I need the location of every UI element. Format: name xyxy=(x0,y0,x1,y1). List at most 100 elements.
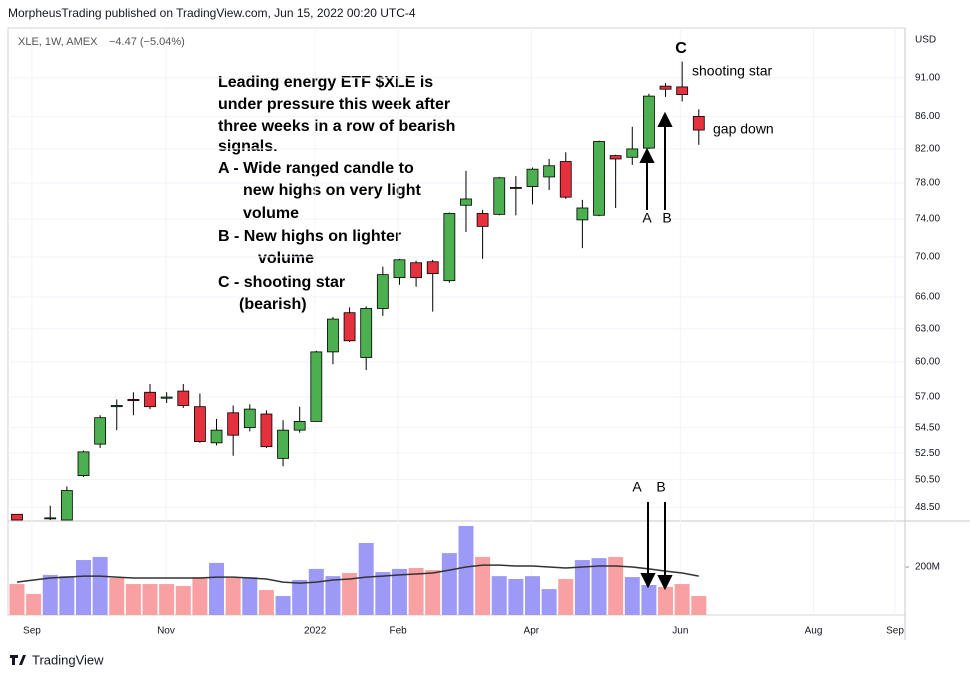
label-shooting-star: shooting star xyxy=(692,63,772,79)
volume-bar xyxy=(591,558,607,615)
candle-body xyxy=(110,405,123,408)
candle-body xyxy=(393,259,406,279)
candle-body xyxy=(277,429,289,459)
candle-body xyxy=(160,396,173,399)
x-tick-label: Nov xyxy=(157,626,175,637)
volume-bar xyxy=(209,562,225,615)
volume-bar xyxy=(92,556,108,615)
annotation: C - shooting star xyxy=(218,274,345,291)
volume-bar xyxy=(658,586,674,615)
candle-body xyxy=(127,399,140,402)
label-vol-b: B xyxy=(656,479,665,495)
volume-bar xyxy=(26,594,42,615)
volume-bar xyxy=(242,577,258,615)
y-tick-label: 66.00 xyxy=(915,292,940,303)
candle-body xyxy=(11,513,23,521)
volume-bar xyxy=(641,585,657,615)
volume-bar xyxy=(391,568,407,615)
volume-bar xyxy=(524,576,540,615)
label-vol-a: A xyxy=(632,479,642,495)
candle-body xyxy=(692,116,705,131)
candle-body xyxy=(460,198,472,206)
candle-body xyxy=(44,517,57,520)
candles xyxy=(11,61,705,521)
label-b: B xyxy=(662,210,671,226)
annotation: (bearish) xyxy=(239,296,307,313)
volume-bar xyxy=(225,578,241,615)
candle-body xyxy=(77,451,90,477)
volume-bar xyxy=(292,579,308,615)
candle-body xyxy=(426,261,439,275)
volume-bar xyxy=(109,578,125,615)
candle-body xyxy=(526,168,539,187)
candle-body xyxy=(60,490,73,521)
candle-body xyxy=(243,408,256,429)
volume-bar xyxy=(425,570,441,615)
y-tick-label: 52.50 xyxy=(915,448,940,459)
candle-body xyxy=(509,187,522,189)
candle-body xyxy=(593,141,605,216)
y-tick-label: 78.00 xyxy=(915,178,940,189)
volume-bar xyxy=(175,585,191,615)
y-tick-label: 57.00 xyxy=(915,392,940,403)
candle-body xyxy=(343,312,356,342)
arrows xyxy=(639,111,673,591)
volume-bar xyxy=(508,579,524,615)
x-tick-label: Aug xyxy=(805,626,823,637)
candle-body xyxy=(659,85,672,90)
x-tick-label: Sep xyxy=(886,626,904,637)
x-tick-label: 2022 xyxy=(304,626,327,637)
volume-bar xyxy=(624,577,640,615)
candle-body xyxy=(310,351,323,422)
candle-body xyxy=(493,177,506,215)
y-tick-label: 74.00 xyxy=(915,214,940,225)
candle-body xyxy=(443,213,456,282)
y-tick-label: 50.50 xyxy=(915,474,940,485)
volume-bar xyxy=(275,596,291,615)
y-tick-label: 63.00 xyxy=(915,323,940,334)
volume-bar xyxy=(691,596,707,615)
volume-bar xyxy=(9,584,25,615)
annotation: three weeks in a row of bearish xyxy=(218,118,455,135)
candle-body xyxy=(410,262,422,279)
symbol: XLE, 1W, AMEX xyxy=(18,36,98,48)
volume-bar xyxy=(325,576,341,615)
volume-tick-label: 200M xyxy=(915,562,940,573)
change: −4.47 (−5.04%) xyxy=(109,36,185,48)
candle-body xyxy=(210,429,223,444)
volume-bar xyxy=(159,584,175,615)
annotation: Leading energy ETF $XLE is xyxy=(218,74,433,91)
annotation: B - New highs on lighter xyxy=(218,228,401,245)
volume-bar xyxy=(358,543,374,615)
candle-body xyxy=(360,308,373,358)
volume-bar xyxy=(458,525,474,615)
annotation: signals. xyxy=(218,138,278,155)
label-c: C xyxy=(675,40,687,57)
volume-bar xyxy=(308,568,324,615)
volume-bar xyxy=(608,556,624,615)
annotation: volume xyxy=(258,250,314,267)
y-tick-label: 70.00 xyxy=(915,252,940,263)
y-tick-label: 60.00 xyxy=(915,357,940,368)
volume-bar xyxy=(674,584,690,615)
volume-bar xyxy=(541,589,557,615)
volume-bar xyxy=(375,572,391,615)
x-tick-label: Jun xyxy=(672,626,688,637)
logo xyxy=(10,655,26,665)
candle-body xyxy=(260,413,273,448)
candle-body xyxy=(94,417,107,445)
annotation: volume xyxy=(243,205,299,222)
volume-bar xyxy=(59,576,75,615)
x-tick-label: Sep xyxy=(23,626,41,637)
volume-ma-line xyxy=(16,564,699,584)
currency: USD xyxy=(915,35,936,46)
label-a: A xyxy=(642,210,652,226)
candle-body xyxy=(559,161,572,198)
volume-bar xyxy=(258,590,274,615)
x-tick-label: Apr xyxy=(524,626,540,637)
volume-bar xyxy=(558,579,574,615)
volume-bar xyxy=(192,577,208,615)
y-tick-label: 91.00 xyxy=(915,73,940,84)
annotation: A - Wide ranged candle to xyxy=(218,160,414,177)
